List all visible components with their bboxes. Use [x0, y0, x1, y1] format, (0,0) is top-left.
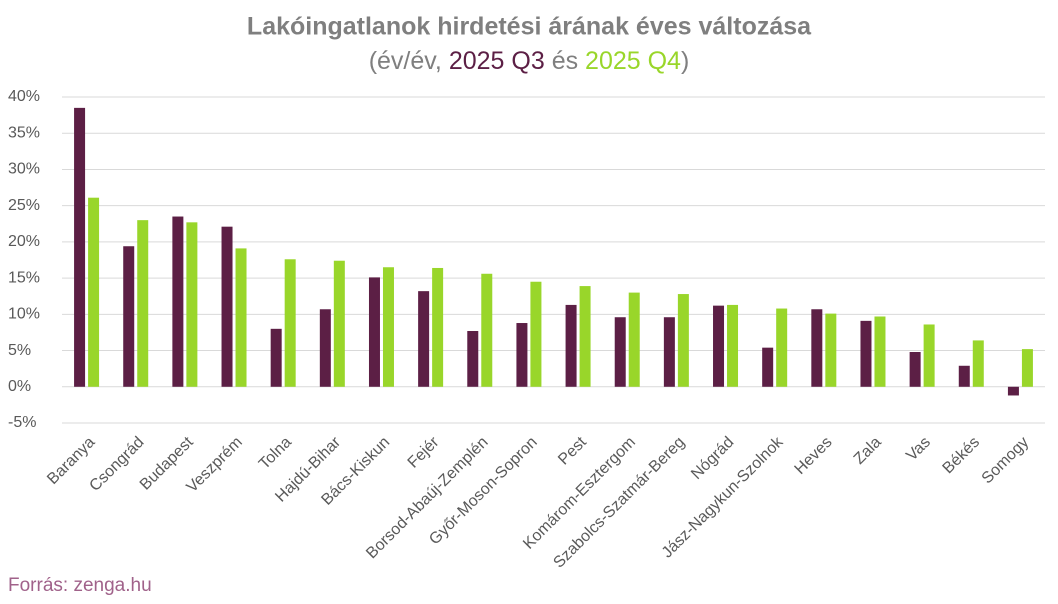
bar [284, 259, 296, 387]
bar [137, 220, 149, 387]
bar [727, 304, 739, 387]
bar [874, 316, 886, 387]
bar [418, 291, 430, 387]
bar [565, 304, 577, 387]
bar [221, 226, 233, 387]
x-tick-label: Tolna [256, 434, 295, 473]
x-tick-label: Békés [940, 434, 983, 477]
y-tick-label: 10% [8, 306, 40, 323]
bar [713, 305, 725, 387]
bar [614, 317, 626, 387]
legend-entry: 2025 Q4 [585, 47, 681, 75]
y-tick-label: 40% [8, 88, 40, 105]
bar [860, 320, 872, 387]
bar [235, 248, 247, 387]
subtitle-text: ) [681, 47, 689, 75]
x-tick-label: Somogy [979, 434, 1033, 488]
bar [776, 308, 788, 387]
bar [579, 286, 591, 387]
bar [677, 294, 689, 387]
bar [909, 352, 921, 387]
bar [628, 292, 640, 387]
x-tick-label: Pest [555, 433, 590, 468]
x-tick-label: Vas [903, 434, 934, 465]
x-tick-label: Fejér [405, 433, 443, 471]
bar [481, 273, 493, 387]
subtitle-text: (év/év, [369, 47, 449, 75]
bar [663, 317, 675, 387]
bar [1007, 386, 1019, 396]
bar [88, 197, 100, 387]
x-tick-label: Nógrád [688, 434, 737, 483]
bar [811, 309, 823, 387]
y-tick-label: -5% [8, 414, 36, 431]
bar [467, 330, 479, 387]
y-tick-label: 35% [8, 124, 40, 141]
bar [74, 107, 86, 387]
bar [923, 324, 935, 387]
bar [382, 267, 394, 387]
source: Forrás: zenga.hu [8, 575, 152, 596]
x-tick-label: Heves [792, 434, 836, 478]
bar [270, 328, 282, 387]
bar [186, 222, 198, 387]
bar [432, 267, 444, 387]
x-tick-label: Csongrád [86, 434, 147, 495]
bar [516, 323, 528, 387]
y-tick-label: 25% [8, 197, 40, 214]
bar [333, 260, 345, 387]
y-tick-label: 30% [8, 161, 40, 178]
bar [825, 313, 837, 387]
y-tick-label: 5% [8, 342, 31, 359]
bar [530, 281, 542, 387]
bar [958, 365, 970, 387]
bar [972, 340, 984, 387]
y-tick-label: 15% [8, 269, 40, 286]
bar [123, 246, 135, 387]
bar [368, 277, 380, 387]
legend-entry: 2025 Q3 [449, 47, 545, 75]
x-tick-label: Zala [851, 434, 885, 468]
chart-subtitle: (év/év, 2025 Q3 és 2025 Q4) [369, 47, 690, 75]
chart-title: Lakóingatlanok hirdetési árának éves vál… [247, 13, 812, 41]
bar [172, 216, 184, 387]
bar [319, 309, 331, 387]
bar [1021, 349, 1033, 387]
subtitle-text: és [545, 47, 585, 75]
bar [762, 347, 774, 387]
y-tick-label: 0% [8, 378, 31, 395]
y-tick-label: 20% [8, 233, 40, 250]
